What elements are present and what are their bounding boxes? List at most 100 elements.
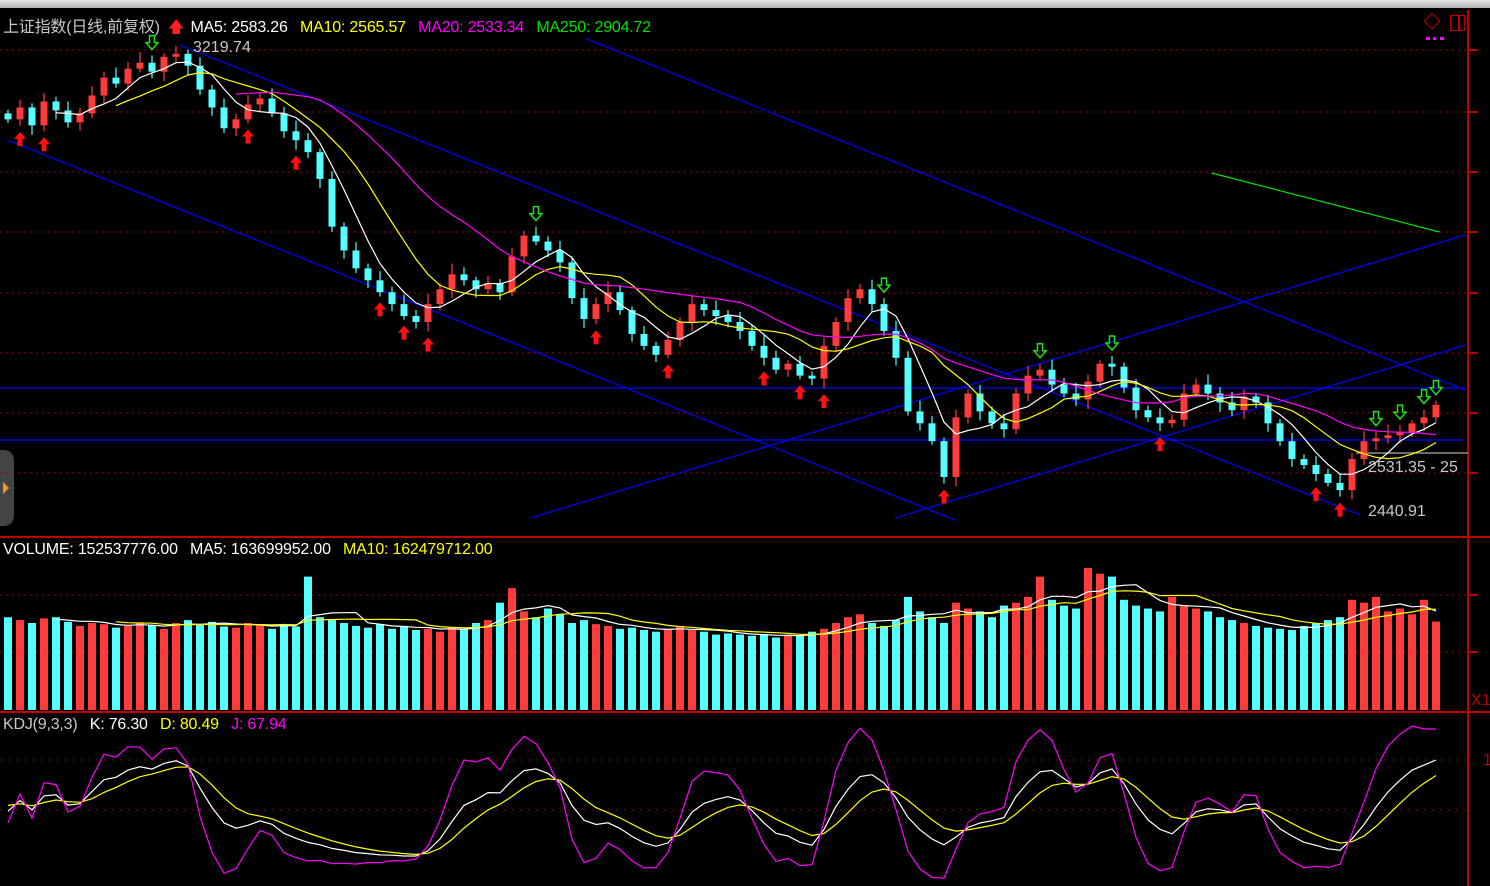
- candle-body: [172, 53, 180, 57]
- candle-body: [652, 345, 660, 355]
- volume-bar: [448, 627, 456, 710]
- candle-body: [1300, 459, 1308, 466]
- ma250-line: [1211, 172, 1440, 233]
- trendline: [894, 344, 1465, 519]
- kdj-j-label: J: 67.94: [231, 716, 287, 733]
- ma5-label: MA5: 2583.26: [190, 19, 288, 36]
- volume-bar: [124, 625, 132, 710]
- volume-bar: [328, 620, 336, 710]
- candle-body: [640, 333, 648, 346]
- volume-bar: [532, 617, 540, 710]
- buy-arrow-icon: [1334, 502, 1346, 517]
- candle-body: [220, 107, 228, 129]
- volume-bar: [772, 637, 780, 710]
- candle-body: [136, 62, 144, 69]
- candle-body: [328, 178, 336, 227]
- volume-bar: [952, 602, 960, 710]
- sell-arrow-icon: [1416, 388, 1432, 405]
- candle-body: [1012, 393, 1020, 430]
- kdj-d-line: [7, 766, 1437, 856]
- candle-body: [1132, 387, 1140, 411]
- buy-arrow-icon: [290, 155, 302, 170]
- more-options-icon[interactable]: [1426, 37, 1444, 43]
- volume-bar: [136, 623, 144, 710]
- candle-body: [532, 235, 540, 242]
- candle-body: [1204, 384, 1212, 394]
- volume-bar: [580, 620, 588, 710]
- candle-body: [196, 65, 204, 90]
- volume-bar: [1048, 599, 1056, 710]
- sell-arrow-icon: [1368, 410, 1384, 427]
- volume-bar: [1096, 573, 1104, 710]
- volume-bar: [508, 588, 516, 710]
- candle-body: [352, 250, 360, 269]
- volume-bar: [352, 625, 360, 710]
- candle-body: [868, 289, 876, 305]
- candle-body: [784, 363, 792, 370]
- trendline: [7, 139, 957, 522]
- volume-bar: [388, 628, 396, 710]
- candle-body: [880, 304, 888, 331]
- low-price-label: 2440.91: [1368, 503, 1426, 520]
- up-arrow-icon: 🡅: [167, 19, 185, 36]
- volume-bar: [892, 620, 900, 710]
- volume-bar: [700, 631, 708, 710]
- candle-body: [208, 89, 216, 108]
- kdj-j-line: [7, 725, 1437, 879]
- volume-bar: [1372, 596, 1380, 710]
- volume-bar: [1300, 625, 1308, 710]
- candle-body: [1108, 363, 1116, 367]
- volume-bar: [280, 624, 288, 710]
- sell-arrow-icon: [1428, 379, 1444, 396]
- volume-bar: [376, 624, 384, 710]
- volume-bar: [1240, 623, 1248, 710]
- candle-body: [1360, 441, 1368, 460]
- candle-body: [1288, 441, 1296, 460]
- volume-bar: [712, 634, 720, 710]
- candle-body: [820, 345, 828, 379]
- candle-body: [340, 226, 348, 251]
- candle-body: [1024, 375, 1032, 394]
- volume-panel-header: VOLUME: 152537776.00 MA5: 163699952.00 M…: [3, 541, 500, 559]
- candle-body: [244, 104, 252, 120]
- candle-body: [724, 316, 732, 323]
- volume-bar: [748, 635, 756, 710]
- candle-body: [544, 241, 552, 251]
- volume-bar: [1132, 605, 1140, 710]
- volume-bar: [664, 628, 672, 710]
- volume-bar: [568, 623, 576, 710]
- volume-bar: [88, 623, 96, 710]
- volume-bar: [916, 611, 924, 710]
- candle-body: [64, 110, 72, 123]
- candle-body: [928, 423, 936, 442]
- volume-bar: [364, 627, 372, 710]
- candle-body: [916, 411, 924, 424]
- volume-bar: [628, 627, 636, 710]
- volume-bar: [1108, 576, 1116, 710]
- candle-body: [496, 283, 504, 293]
- candle-body: [1156, 417, 1164, 424]
- candle-body: [388, 292, 396, 305]
- candle-body: [436, 289, 444, 305]
- volume-bar: [808, 631, 816, 710]
- volume-bar: [436, 631, 444, 710]
- candle-body: [568, 262, 576, 299]
- volume-bar: [1012, 602, 1020, 710]
- candle-body: [508, 256, 516, 293]
- candle-body: [1216, 393, 1224, 403]
- volume-bar: [736, 634, 744, 710]
- buy-arrow-icon: [662, 364, 674, 379]
- volume-bar: [1384, 611, 1392, 710]
- candle-body: [676, 322, 684, 340]
- volume-ma5-line: [55, 584, 1437, 637]
- candle-body: [796, 363, 804, 376]
- candle-body: [592, 304, 600, 320]
- candle-body: [1396, 432, 1404, 436]
- volume-bar: [484, 620, 492, 710]
- window-layout-icon[interactable]: [1450, 15, 1465, 31]
- candle-body: [856, 289, 864, 299]
- buy-arrow-icon: [590, 330, 602, 345]
- volume-bar: [400, 625, 408, 710]
- trendline: [584, 37, 1466, 391]
- side-panel-toggle[interactable]: [0, 450, 14, 526]
